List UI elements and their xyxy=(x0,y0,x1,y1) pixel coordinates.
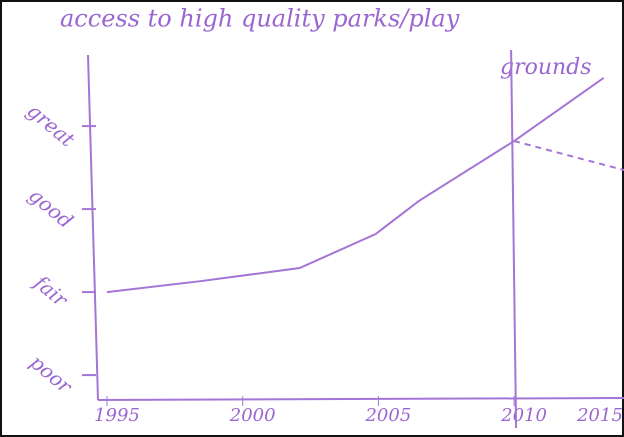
x-tick-label: 2015 xyxy=(576,405,623,426)
reference-line xyxy=(510,49,518,429)
chart-title-line: grounds xyxy=(500,55,592,80)
x-tick-label: 2010 xyxy=(500,405,547,426)
x-tick-label: 2005 xyxy=(364,405,411,426)
dashed-line xyxy=(513,140,624,172)
x-tick-label: 1995 xyxy=(94,405,140,426)
x-axis xyxy=(97,397,624,401)
chart-title: access to high quality parks/play xyxy=(60,5,460,33)
x-tick-label: 2000 xyxy=(229,405,276,426)
y-axis xyxy=(87,54,99,401)
